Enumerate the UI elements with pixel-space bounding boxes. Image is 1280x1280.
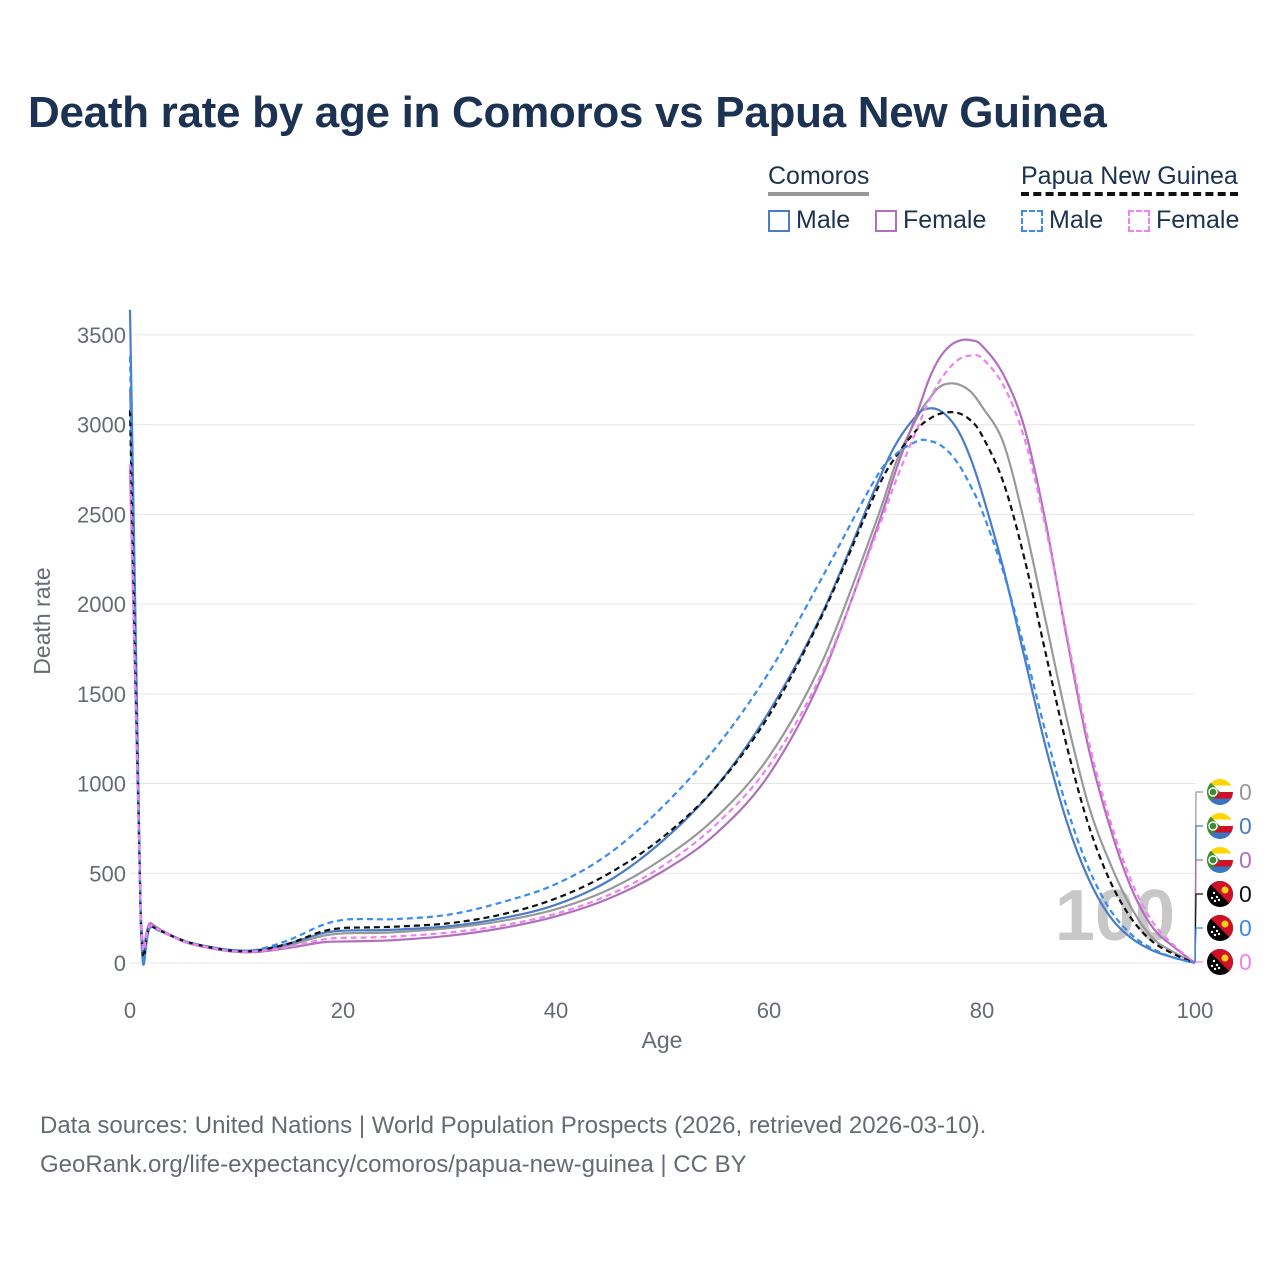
y-tick-label: 1500	[77, 682, 126, 707]
legend-label: Female	[903, 206, 987, 234]
series-line-papua-new-guinea-female	[128, 353, 1196, 964]
papua-new-guinea-flag-icon	[1207, 915, 1233, 941]
end-label-connector	[1194, 927, 1203, 964]
x-tick-label: 60	[757, 998, 781, 1023]
legend-label: Female	[1156, 206, 1240, 234]
chart-title: Death rate by age in Comoros vs Papua Ne…	[28, 88, 1107, 137]
age-watermark: 100	[1055, 876, 1175, 956]
end-labels: 0 0 0 0 0 0	[1194, 779, 1252, 975]
series-line-papua-new-guinea-male	[128, 356, 1196, 965]
footer: Data sources: United Nations | World Pop…	[40, 1106, 986, 1184]
legend-line-dashed	[1021, 192, 1238, 196]
legend-swatch-comoros-female	[875, 209, 897, 232]
y-tick-label: 0	[114, 951, 126, 976]
end-label-connector	[1194, 961, 1203, 964]
x-tick-label: 40	[544, 998, 568, 1023]
legend-item-papua-new-guinea-male[interactable]: Male	[1021, 206, 1103, 235]
legend-swatch-papua-new-guinea-female	[1128, 209, 1150, 232]
y-tick-label: 3500	[77, 323, 126, 348]
series-line-papua-new-guinea-total	[128, 410, 1196, 965]
y-tick-label: 3000	[77, 413, 126, 438]
y-tick-label: 2500	[77, 502, 126, 527]
legend-item-papua-new-guinea-female[interactable]: Female	[1128, 206, 1239, 235]
y-tick-label: 2000	[77, 592, 126, 617]
y-axis-ticks: 0 500 1000 1500 2000 2500 3000 3500	[77, 323, 126, 976]
x-tick-label: 20	[331, 998, 355, 1023]
gridlines	[130, 334, 1195, 964]
footer-link[interactable]: GeoRank.org/life-expectancy/comoros/papu…	[40, 1151, 747, 1178]
x-tick-label: 0	[124, 998, 136, 1023]
end-label-value: 0	[1239, 915, 1252, 941]
comoros-flag-icon	[1207, 847, 1233, 873]
legend-swatch-comoros-male	[768, 209, 790, 232]
y-tick-label: 1000	[77, 772, 126, 797]
legend-group-title-comoros: Comoros	[768, 162, 870, 190]
footer-sources: Data sources: United Nations | World Pop…	[40, 1112, 987, 1139]
papua-new-guinea-flag-icon	[1207, 949, 1233, 975]
end-label-value: 0	[1239, 779, 1252, 805]
end-label-value: 0	[1239, 949, 1252, 975]
legend-group-comoros[interactable]: Comoros	[768, 162, 870, 196]
legend-group-title-papua-new-guinea: Papua New Guinea	[1021, 162, 1238, 190]
x-tick-label: 80	[970, 998, 994, 1023]
legend-line-solid	[768, 192, 870, 196]
y-axis-label: Death rate	[29, 567, 55, 674]
end-label-value: 0	[1239, 881, 1252, 907]
comoros-flag-icon	[1207, 813, 1233, 839]
legend-label: Male	[1049, 206, 1104, 234]
x-tick-label: 100	[1177, 998, 1214, 1023]
legend-item-comoros-male[interactable]: Male	[768, 206, 850, 235]
x-axis-label: Age	[642, 1027, 683, 1053]
legend-label: Male	[796, 206, 851, 234]
series-line-comoros-female	[128, 338, 1196, 964]
legend-group-papua-new-guinea[interactable]: Papua New Guinea	[1021, 162, 1238, 196]
comoros-flag-icon	[1207, 779, 1233, 805]
y-tick-label: 500	[89, 861, 126, 886]
legend-item-comoros-female[interactable]: Female	[875, 206, 986, 235]
x-axis-ticks: 0 20 40 60 80 100	[124, 998, 1213, 1023]
series-lines	[128, 309, 1196, 966]
end-label-value: 0	[1239, 847, 1252, 873]
papua-new-guinea-flag-icon	[1207, 881, 1233, 907]
legend-swatch-papua-new-guinea-male	[1021, 209, 1043, 232]
end-label-value: 0	[1239, 813, 1252, 839]
